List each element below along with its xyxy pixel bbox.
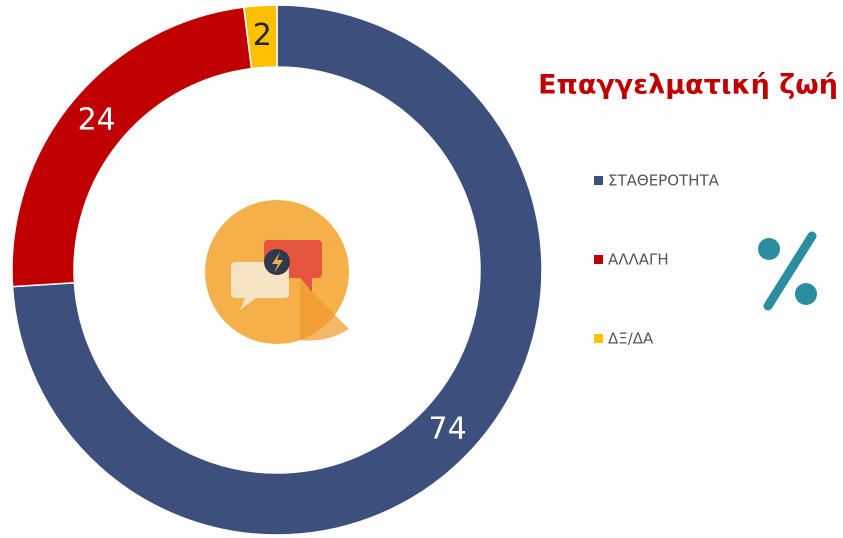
- center-icon: [205, 200, 349, 344]
- data-label: 74: [428, 412, 466, 447]
- legend-swatch: [594, 255, 603, 264]
- legend-swatch: [594, 334, 603, 343]
- chart-title: Επαγγελματική ζωή: [538, 70, 838, 101]
- slice: [242, 4, 278, 70]
- legend-label: ΑΛΛΑΓΗ: [608, 251, 669, 269]
- legend-label: ΔΞ/ΔΑ: [608, 330, 654, 348]
- legend-label: ΣΤΑΘΕΡΟΤΗΤΑ: [608, 172, 720, 190]
- percent-icon: [758, 231, 817, 311]
- data-label: 2: [253, 18, 272, 53]
- donut: 74 24 2: [11, 4, 543, 536]
- legend-swatch: [594, 176, 603, 185]
- legend: ΣΤΑΘΕΡΟΤΗΤΑ ΑΛΛΑΓΗ ΔΞ/ΔΑ: [594, 172, 720, 348]
- data-label: 24: [78, 102, 116, 137]
- slice: [11, 4, 543, 536]
